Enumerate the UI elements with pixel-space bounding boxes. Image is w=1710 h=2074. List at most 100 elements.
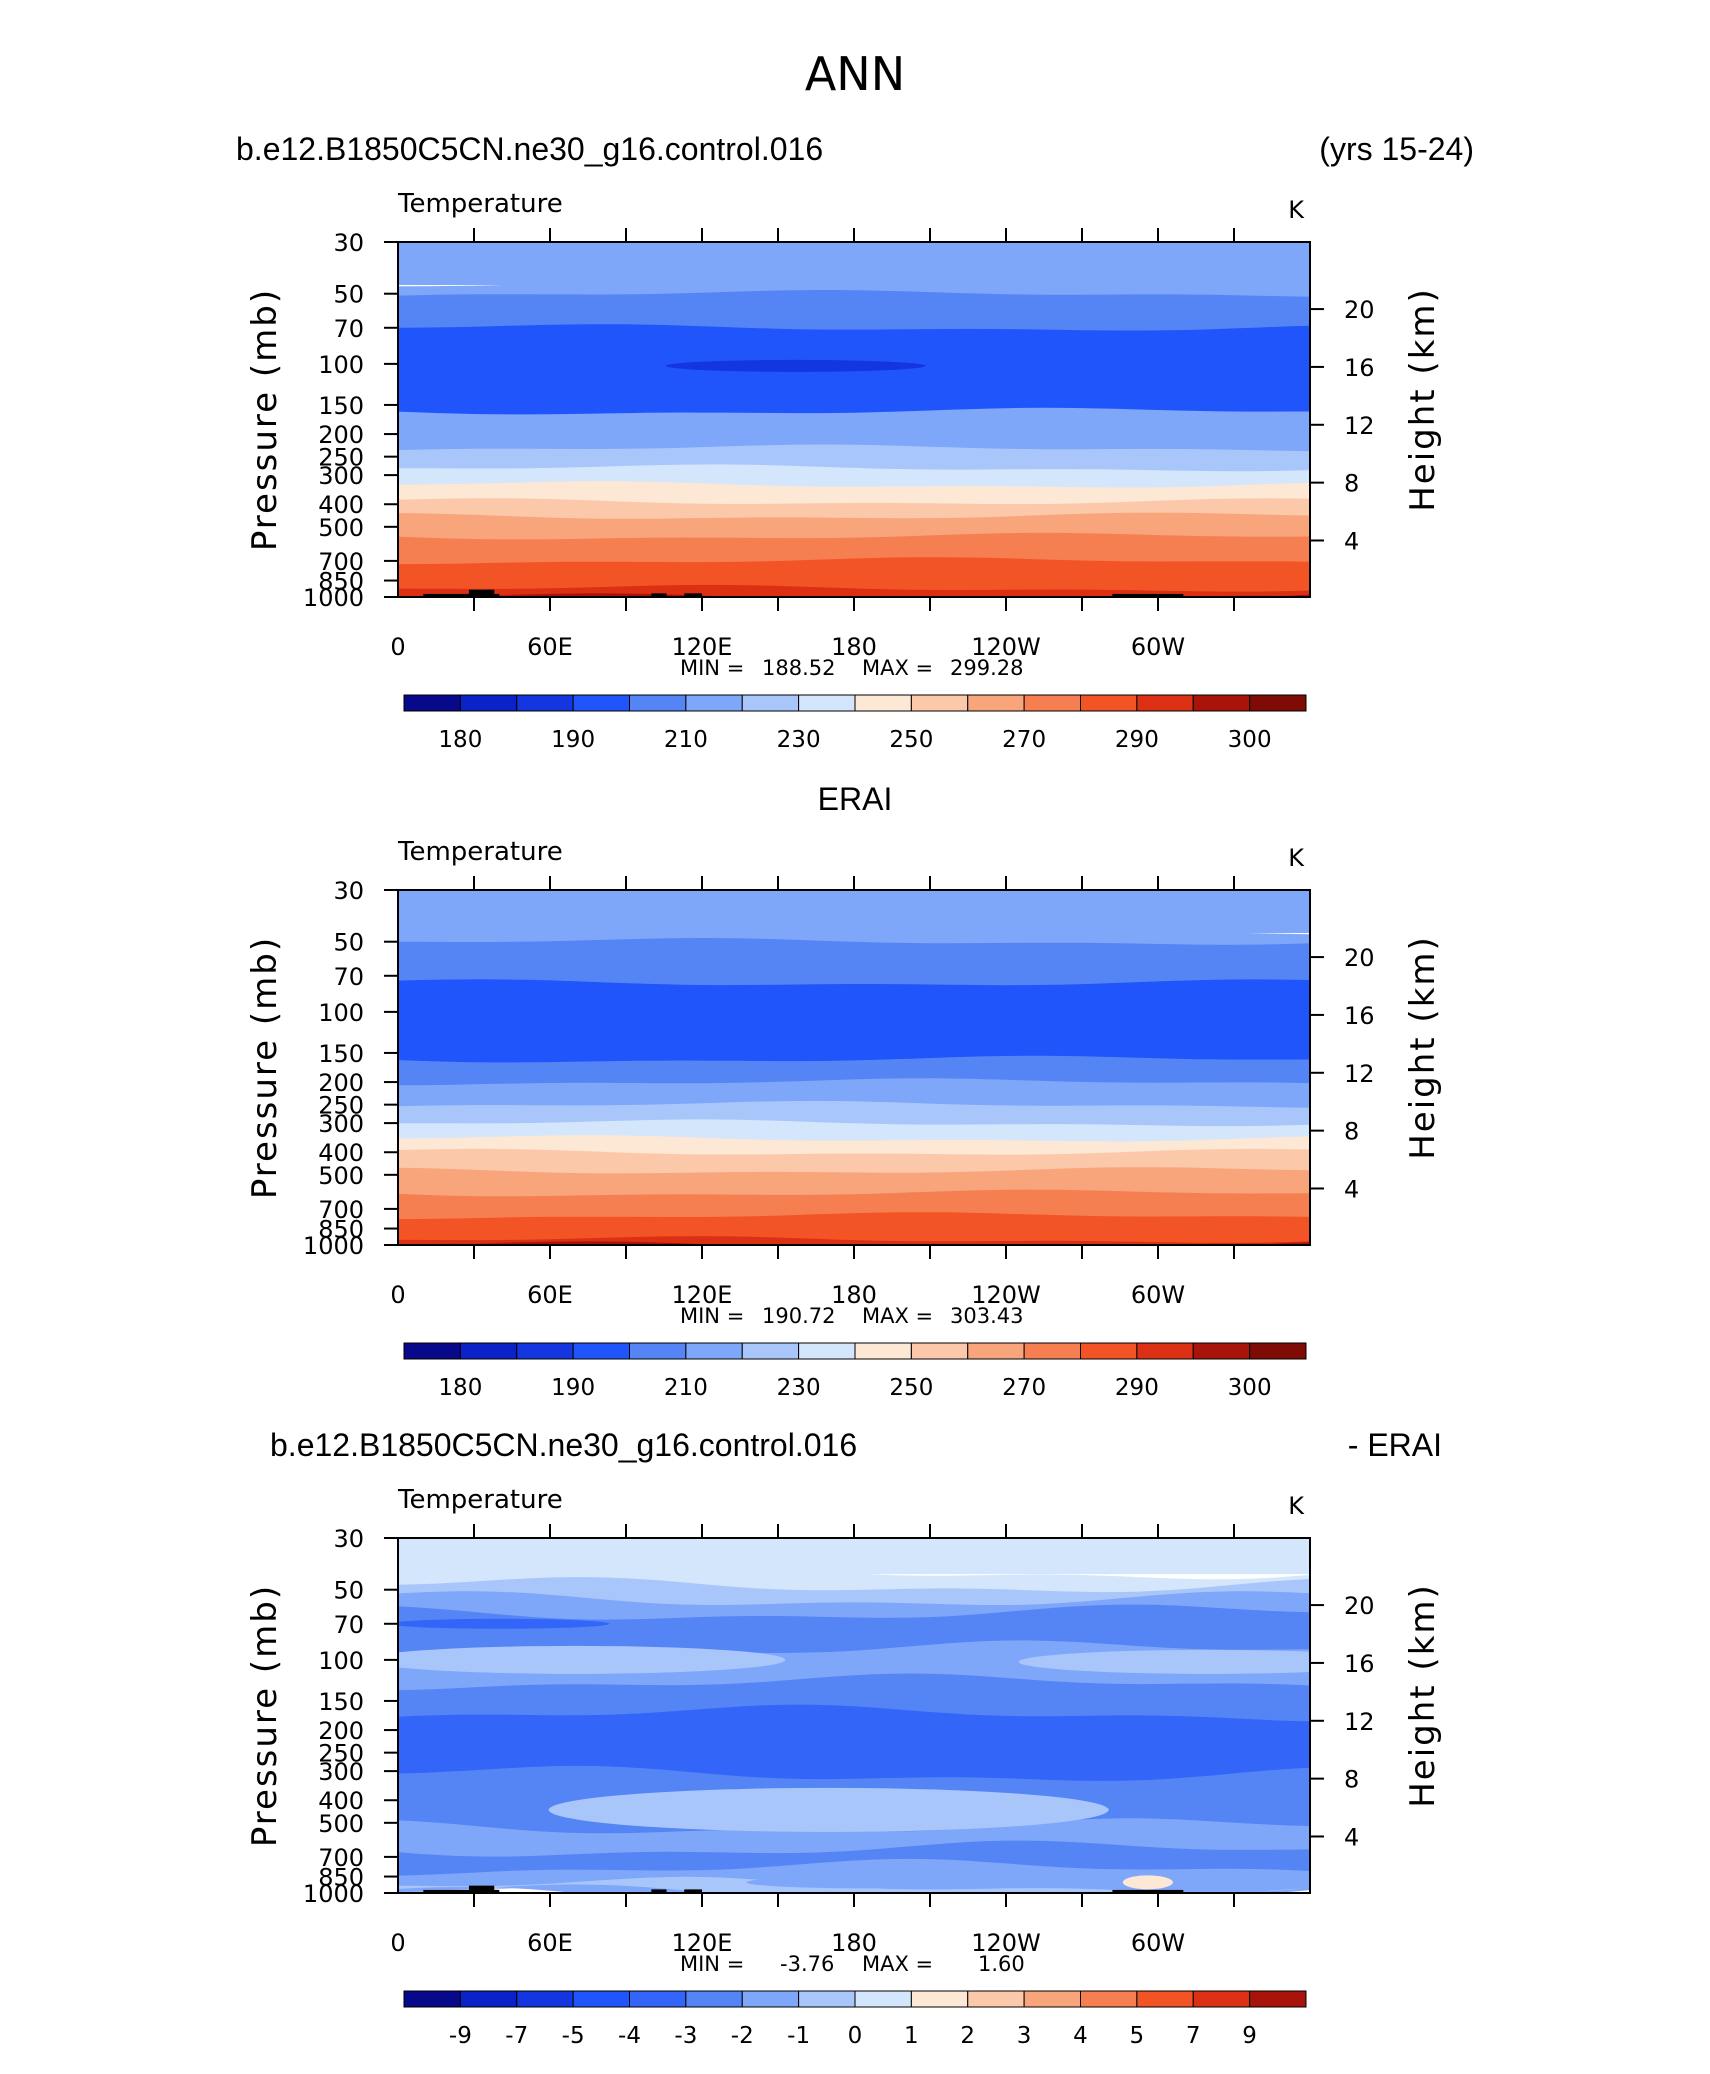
height-tick-label: 16 xyxy=(1344,354,1375,382)
colorbar-label: 190 xyxy=(551,727,595,753)
pressure-tick-label: 400 xyxy=(318,1787,364,1815)
variable-label: Temperature xyxy=(397,189,563,219)
pressure-tick-label: 300 xyxy=(318,462,364,490)
anomaly-region xyxy=(746,1876,987,1889)
pressure-tick-label: 1000 xyxy=(303,1232,364,1260)
colorbar-swatch xyxy=(459,1990,518,2008)
colorbar-label: 270 xyxy=(1002,727,1046,753)
cold-tropopause-region xyxy=(665,359,926,372)
page-title: ANN xyxy=(805,47,905,101)
colorbar-label: -4 xyxy=(618,2023,641,2049)
colorbar-swatch xyxy=(910,1342,969,1360)
panel-header-left: b.e12.B1850C5CN.ne30_g16.control.016 xyxy=(236,131,823,167)
min-label: MIN = xyxy=(680,1952,744,1976)
topography xyxy=(423,589,1184,597)
colorbar-swatch xyxy=(516,1990,574,2008)
max-value: 299.28 xyxy=(950,656,1023,680)
colorbar-swatch xyxy=(459,694,518,712)
contour-band xyxy=(398,979,1310,1051)
pressure-tick-label: 1000 xyxy=(303,584,364,612)
panel-3: b.e12.B1850C5CN.ne30_g16.control.016 - ER… xyxy=(245,1427,1443,2049)
colorbar: 180 190 210 230 250 270 290 300 xyxy=(403,1342,1307,1401)
colorbar-swatch xyxy=(910,1990,969,2008)
panel-header-right: - ERAI xyxy=(1348,1427,1442,1463)
pressure-tick-label: 850 xyxy=(318,568,364,596)
contour-band xyxy=(398,1577,1310,1607)
contour-band xyxy=(398,890,1310,934)
lon-tick-label: 60E xyxy=(527,633,573,661)
colorbar-swatch xyxy=(685,1342,743,1360)
height-tick-label: 4 xyxy=(1344,1175,1359,1203)
variable-label: Temperature xyxy=(397,837,563,867)
height-tick-label: 16 xyxy=(1344,1650,1375,1678)
contour-band xyxy=(398,360,1310,403)
topography-block xyxy=(1112,593,1184,597)
lon-tick-label: 120E xyxy=(672,633,733,661)
pressure-tick-label: 70 xyxy=(333,1611,364,1639)
contour-band xyxy=(398,927,1310,947)
pressure-tick-label: 100 xyxy=(318,351,364,379)
contour-band xyxy=(398,1591,1310,1622)
colorbar-swatch xyxy=(1249,1342,1307,1360)
colorbar-swatch xyxy=(798,694,856,712)
max-value: 303.43 xyxy=(950,1304,1023,1328)
contour-band xyxy=(398,532,1310,567)
units-label: K xyxy=(1288,844,1305,872)
pressure-tick-label: 250 xyxy=(318,1740,364,1768)
colorbar-swatch xyxy=(1080,694,1138,712)
colorbar-swatch xyxy=(629,1990,687,2008)
height-tick-label: 8 xyxy=(1344,1766,1359,1794)
pressure-tick-label: 500 xyxy=(318,514,364,542)
colorbar-label: 9 xyxy=(1242,2023,1257,2049)
pressure-tick-label: 1000 xyxy=(303,1880,364,1908)
colorbar-swatch xyxy=(1192,1990,1251,2008)
anomaly-region xyxy=(548,1787,1109,1832)
min-value: 188.52 xyxy=(762,656,835,680)
height-tick-label: 4 xyxy=(1344,1823,1359,1851)
lon-tick-label: 180 xyxy=(831,1281,877,1309)
colorbar-label: -3 xyxy=(674,2023,697,2049)
max-label: MAX = xyxy=(862,1952,933,1976)
colorbar-label: -1 xyxy=(787,2023,810,2049)
colorbar-label: 300 xyxy=(1228,1375,1272,1401)
pressure-tick-label: 400 xyxy=(318,491,364,519)
colorbar-swatch xyxy=(741,694,800,712)
height-tick-label: 12 xyxy=(1344,1060,1375,1088)
colorbar-swatch xyxy=(685,694,743,712)
contour-band xyxy=(398,407,1310,440)
contour-band xyxy=(398,557,1310,585)
height-tick-label: 12 xyxy=(1344,1708,1375,1736)
pressure-tick-label: 250 xyxy=(318,1092,364,1120)
lon-tick-label: 60W xyxy=(1131,633,1185,661)
topography-block xyxy=(468,589,495,597)
contour-band xyxy=(398,1563,1310,1595)
units-label: K xyxy=(1288,196,1305,224)
colorbar: 180 190 210 230 250 270 290 300 xyxy=(403,694,1307,753)
colorbar-swatch xyxy=(1136,1342,1194,1360)
colorbar-label: 290 xyxy=(1115,727,1159,753)
height-tick-label: 8 xyxy=(1344,1118,1359,1146)
pressure-tick-label: 200 xyxy=(318,1717,364,1745)
pressure-tick-label: 70 xyxy=(333,963,364,991)
contour-band xyxy=(398,1747,1310,1783)
y-axis-label-right: Height (km) xyxy=(1403,1583,1443,1808)
contour-band xyxy=(398,575,1310,594)
contour-band xyxy=(398,394,1310,417)
units-label: K xyxy=(1288,1492,1305,1520)
contour-band xyxy=(398,1227,1310,1245)
pressure-tick-label: 300 xyxy=(318,1110,364,1138)
contour-band xyxy=(398,1135,1310,1157)
contour-band xyxy=(398,1818,1310,1859)
colorbar-swatch xyxy=(629,694,687,712)
lon-tick-label: 120W xyxy=(971,1281,1041,1309)
pressure-tick-label: 100 xyxy=(318,1647,364,1675)
topography-block xyxy=(423,1889,500,1893)
colorbar-label: 5 xyxy=(1130,2023,1145,2049)
contour-band xyxy=(398,1673,1310,1724)
colorbar: -9 -7 -5 -4 -3 -2 -1 0 1 2 3 4 5 7 9 xyxy=(403,1990,1307,2049)
contour-band xyxy=(398,313,1310,333)
lon-tick-label: 120W xyxy=(971,633,1041,661)
contour-band xyxy=(398,1212,1310,1237)
colorbar-swatch xyxy=(1080,1342,1138,1360)
